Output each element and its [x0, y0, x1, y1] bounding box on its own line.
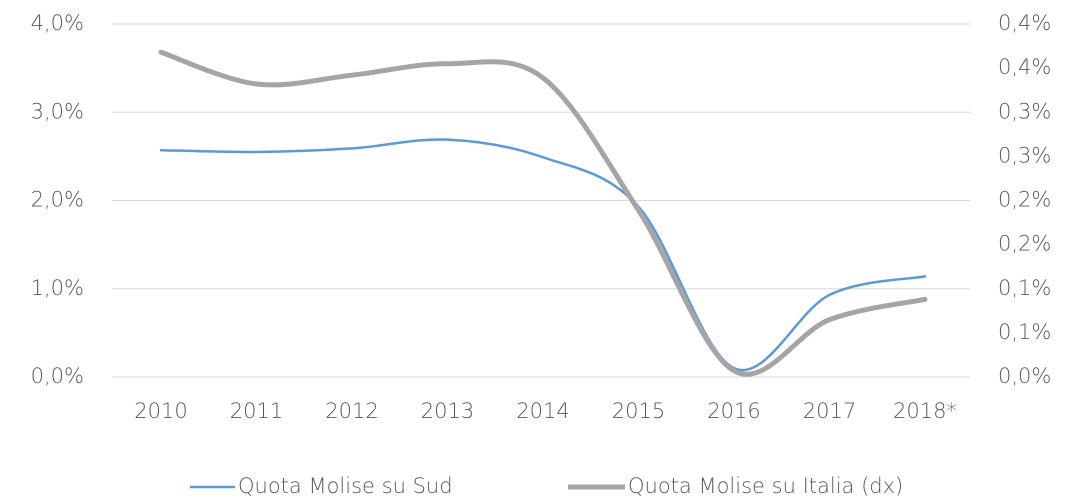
y2-tick-label: 0,4%	[998, 11, 1051, 35]
x-tick-label: 2012	[325, 399, 378, 423]
y-tick-label: 3,0%	[31, 99, 84, 123]
series-line	[158, 49, 928, 377]
y-tick-label: 0,0%	[31, 364, 84, 388]
x-tick-label: 2011	[230, 399, 283, 423]
x-tick-label: 2015	[612, 399, 665, 423]
legend-label: Quota Molise su Italia (dx)	[628, 474, 903, 498]
y2-tick-label: 0,3%	[998, 143, 1051, 167]
y2-tick-label: 0,1%	[998, 276, 1051, 300]
y-tick-label: 1,0%	[31, 276, 84, 300]
y2-tick-label: 0,0%	[998, 364, 1051, 388]
y2-tick-label: 0,1%	[998, 320, 1051, 344]
x-tick-label: 2010	[134, 399, 187, 423]
y2-tick-label: 0,2%	[998, 188, 1051, 212]
y-tick-label: 4,0%	[31, 11, 84, 35]
y2-tick-label: 0,4%	[998, 55, 1051, 79]
y-tick-label: 2,0%	[31, 188, 84, 212]
series-line	[159, 138, 927, 372]
x-tick-label: 2016	[707, 399, 760, 423]
x-tick-label: 2017	[803, 399, 856, 423]
y2-tick-label: 0,3%	[998, 99, 1051, 123]
y2-tick-label: 0,2%	[998, 232, 1051, 256]
x-tick-label: 2013	[421, 399, 474, 423]
x-tick-label: 2014	[516, 399, 569, 423]
x-tick-label: 2018*	[893, 399, 957, 423]
legend-label: Quota Molise su Sud	[238, 474, 453, 498]
